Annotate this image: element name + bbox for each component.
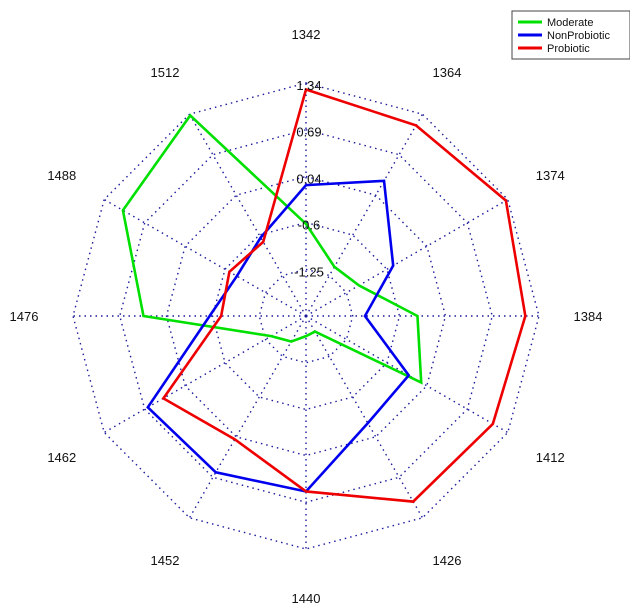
grid-spoke-5 — [305, 315, 424, 519]
ring-label-0: -1.25 — [294, 264, 324, 279]
series-moderate-line — [121, 113, 423, 385]
grid-spoke-1 — [305, 113, 424, 317]
grid-ring-3 — [119, 129, 493, 503]
grid-spoke-2 — [305, 198, 509, 317]
grid-ring-2 — [165, 175, 447, 457]
radar-labels: 1342 1364 1374 1384 1412 1426 1440 1452 1462 1476… — [10, 27, 603, 603]
category-label-1512: 1512 — [151, 65, 180, 80]
category-label-1488: 1488 — [47, 168, 76, 183]
category-label-1374: 1374 — [536, 168, 565, 183]
grid-spoke-7 — [188, 315, 307, 519]
series-probiotic-line — [161, 87, 527, 503]
category-label-1412: 1412 — [536, 450, 565, 465]
category-label-1462: 1462 — [47, 450, 76, 465]
grid-spoke-11 — [188, 113, 307, 317]
category-label-1476: 1476 — [10, 309, 39, 324]
grid-spoke-10 — [103, 198, 307, 317]
category-label-1342: 1342 — [292, 27, 321, 42]
category-label-1384: 1384 — [574, 309, 603, 324]
ring-label-2: 0.04 — [296, 171, 321, 186]
ring-label-3: 0.69 — [296, 125, 321, 140]
series-nonprobiotic-line — [146, 179, 411, 493]
ring-label-4: 1.34 — [296, 78, 321, 93]
ring-label-1: -0.6 — [298, 218, 320, 233]
radar-grid — [72, 82, 540, 550]
legend-label-moderate: Moderate — [547, 17, 593, 29]
legend-label-probiotic: Probiotic — [547, 43, 590, 55]
radar-series — [121, 87, 527, 503]
legend-label-nonprobiotic: NonProbiotic — [547, 30, 610, 42]
category-label-1426: 1426 — [433, 553, 462, 568]
category-label-1452: 1452 — [151, 553, 180, 568]
category-label-1440: 1440 — [292, 591, 321, 603]
category-label-1364: 1364 — [433, 65, 462, 80]
grid-spoke-8 — [103, 315, 307, 434]
